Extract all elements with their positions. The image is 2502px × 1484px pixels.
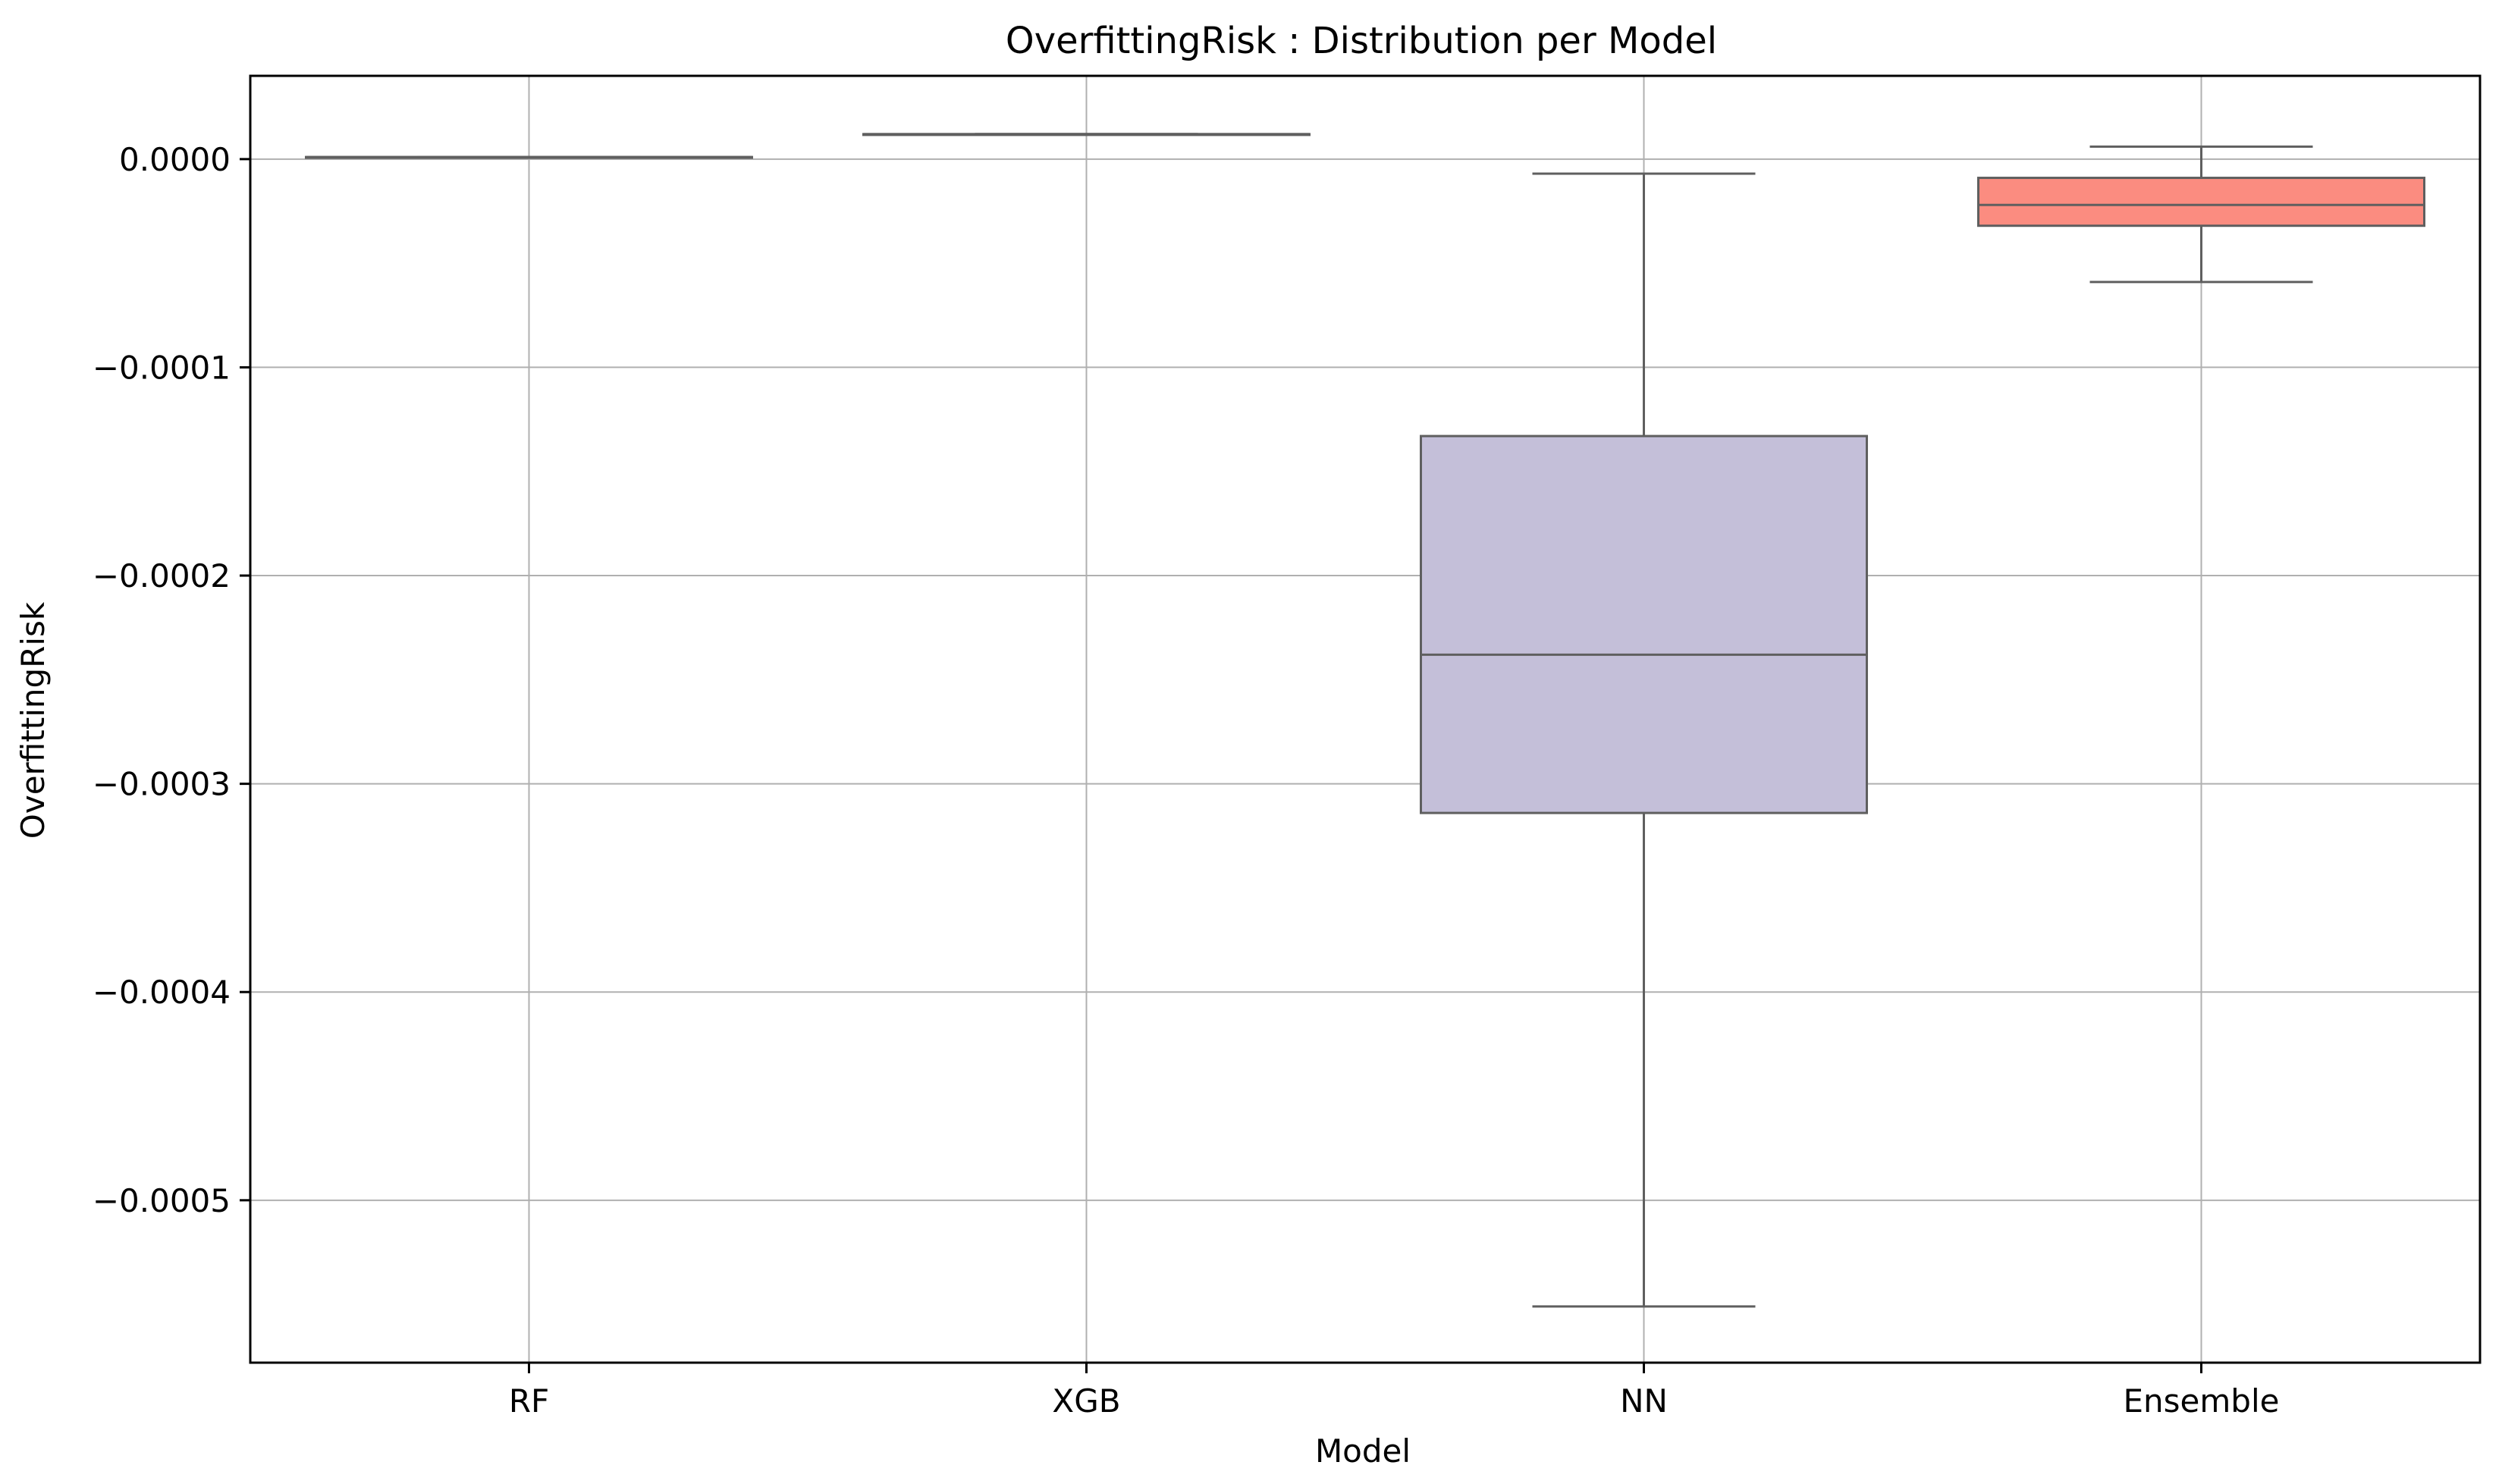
x-axis-label: Model <box>1315 1432 1411 1470</box>
plot-frame <box>249 74 2482 1364</box>
x-tick-label: Ensemble <box>2124 1382 2280 1420</box>
box-nn <box>1420 172 1868 1308</box>
y-axis-ticks: 0.0000 −0.0001 −0.0002 −0.0003 −0.0004 −0.000… <box>93 141 250 1219</box>
grid-lines <box>250 76 2480 1363</box>
boxes <box>305 133 2425 1308</box>
box-rf <box>305 155 753 159</box>
box-xgb <box>862 133 1311 136</box>
x-tick-label: RF <box>509 1382 549 1420</box>
y-tick-label: −0.0001 <box>93 349 231 386</box>
x-axis-ticks: RF XGB NN Ensemble <box>509 1363 2280 1420</box>
box-ensemble <box>1977 145 2425 284</box>
y-axis-label: OverfittingRisk <box>14 601 52 839</box>
y-tick-label: −0.0002 <box>93 557 231 595</box>
box-body <box>1420 435 1868 814</box>
y-tick-label: −0.0003 <box>93 766 231 803</box>
y-tick-label: −0.0005 <box>93 1182 231 1219</box>
box-body <box>1977 177 2425 227</box>
y-tick-label: 0.0000 <box>119 141 231 178</box>
x-tick-label: XGB <box>1052 1382 1120 1420</box>
y-tick-label: −0.0004 <box>93 974 231 1011</box>
chart-title: OverfittingRisk : Distribution per Model <box>1006 20 1717 62</box>
x-tick-label: NN <box>1620 1382 1668 1420</box>
